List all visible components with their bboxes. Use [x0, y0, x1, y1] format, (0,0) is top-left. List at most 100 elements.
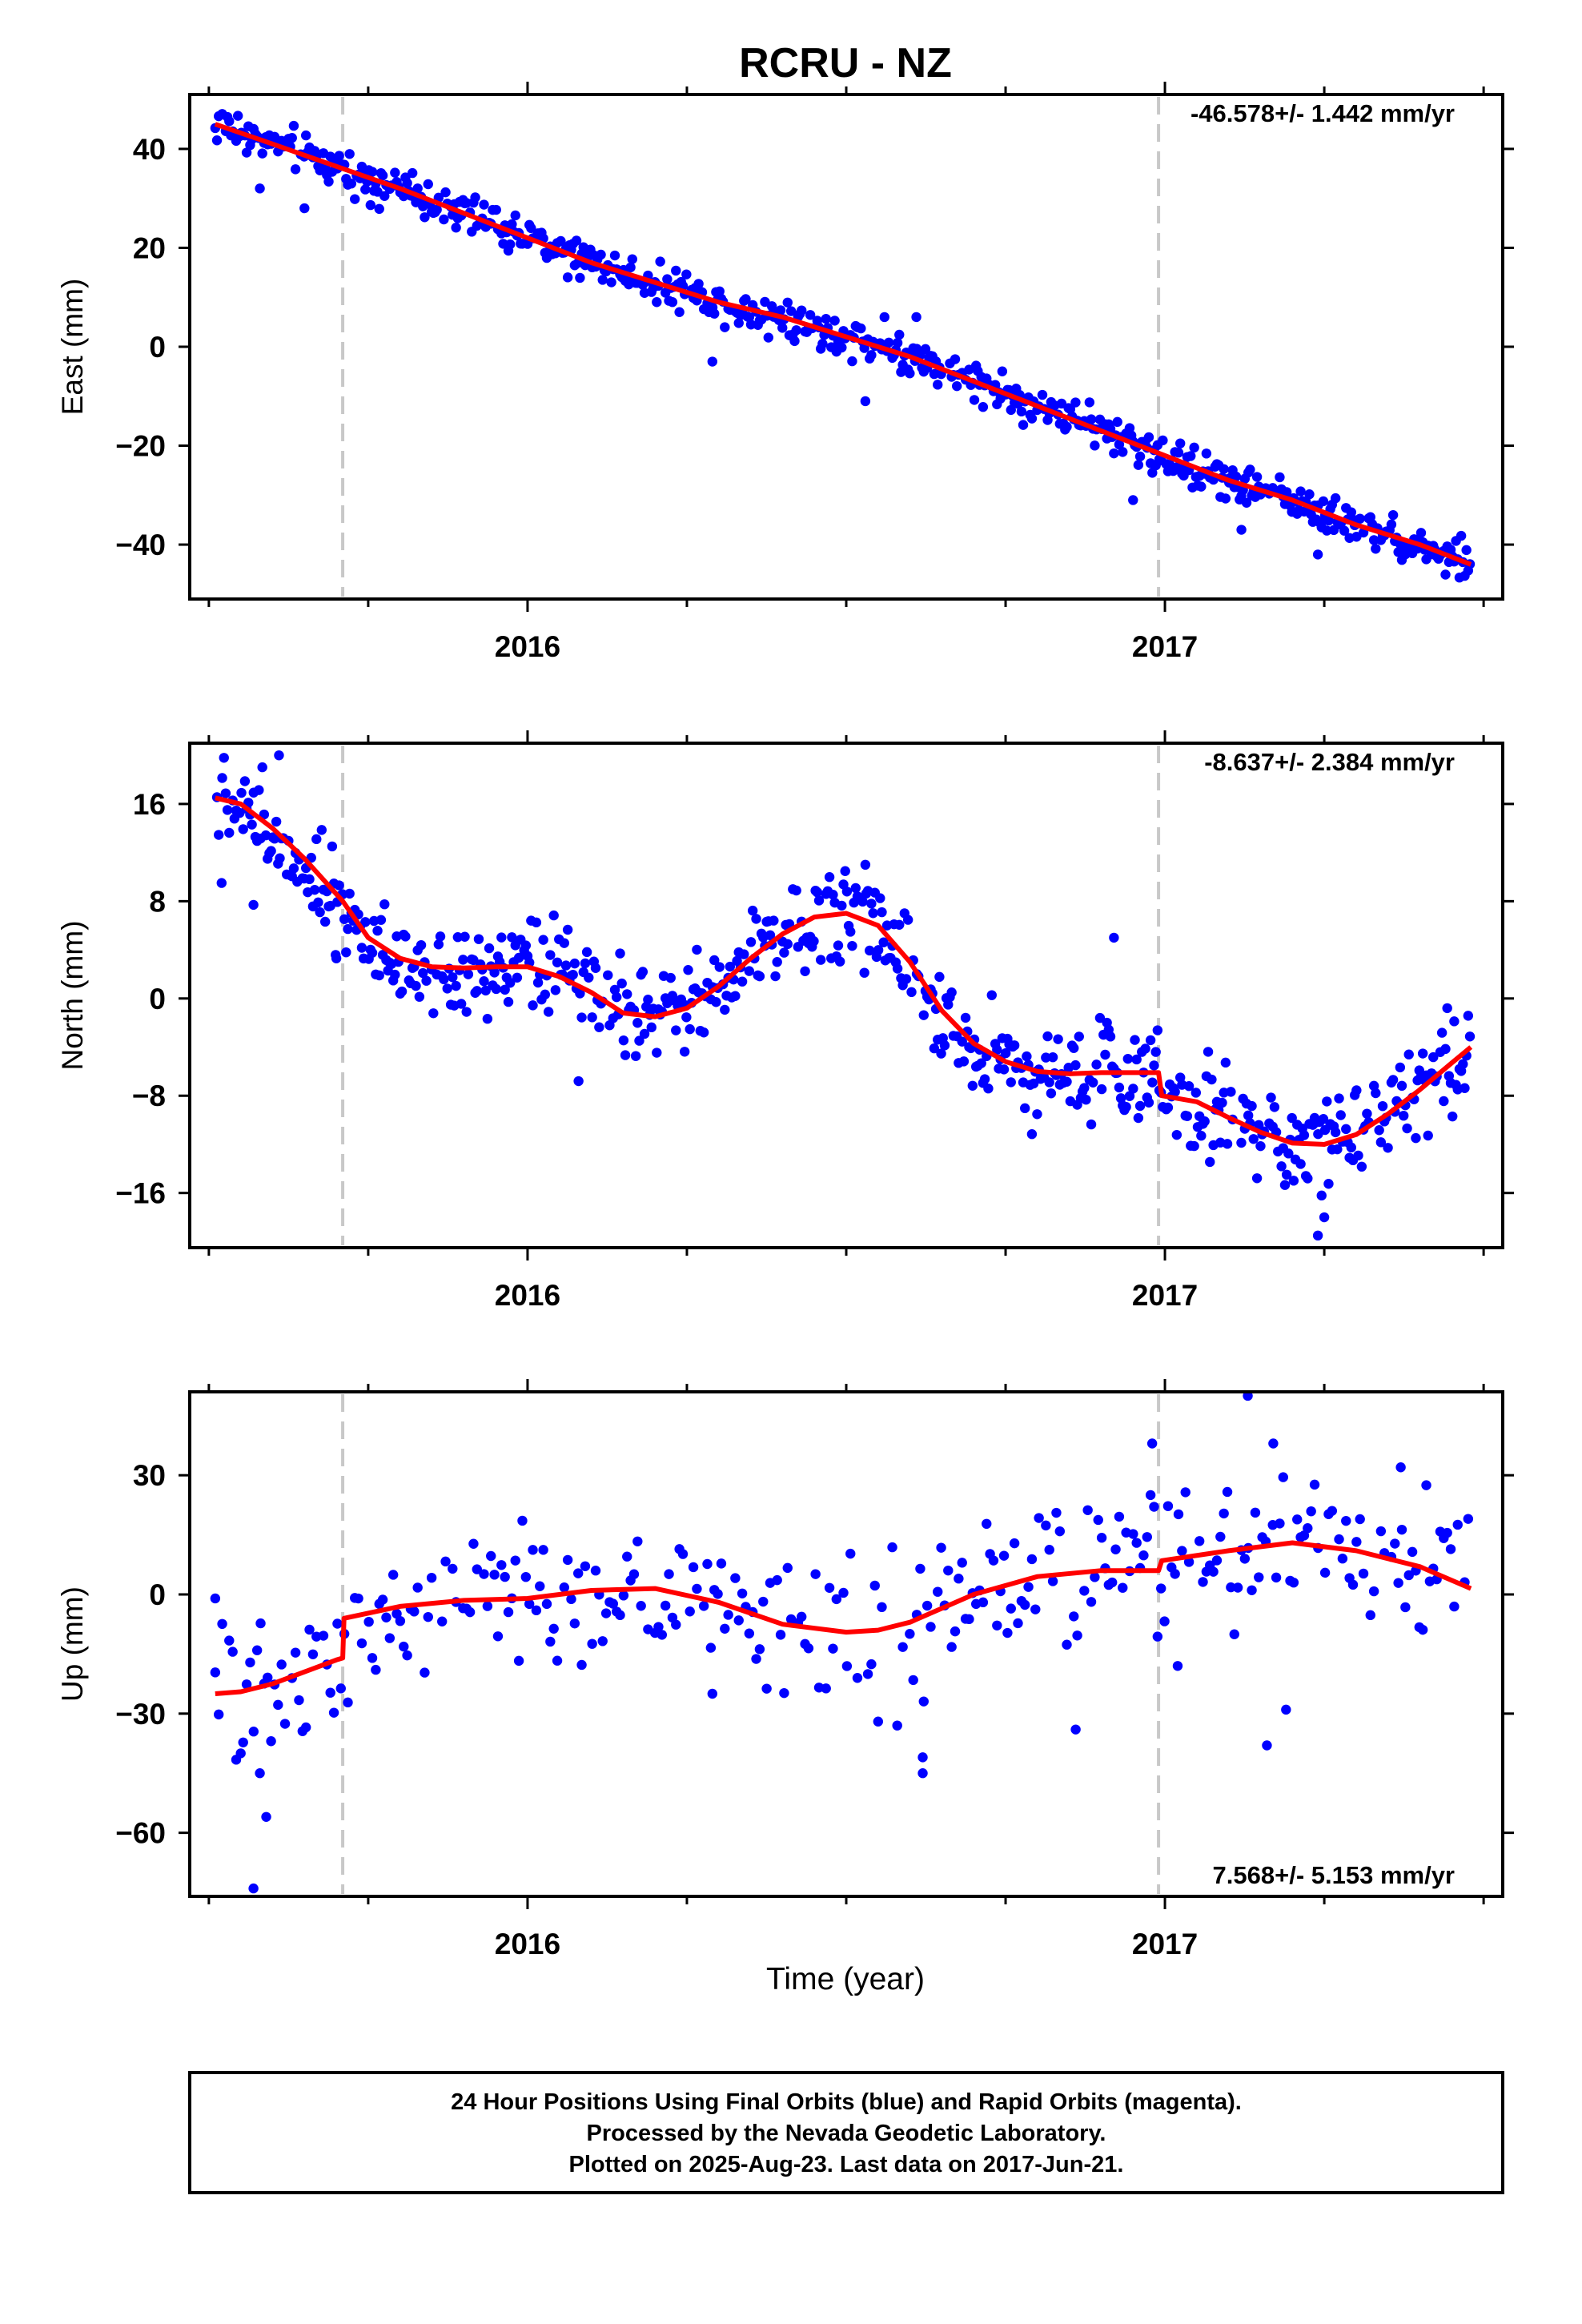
up-data-point [524, 1598, 535, 1610]
up-data-point [559, 1582, 569, 1593]
north-data-point [584, 972, 594, 983]
north-data-point [1131, 1054, 1142, 1065]
north-outlier-point [1319, 1212, 1330, 1223]
north-data-point [652, 1047, 662, 1058]
north-data-point [1062, 1076, 1072, 1087]
north-data-point [685, 1023, 695, 1035]
north-data-point [452, 932, 464, 943]
east-data-point [821, 313, 831, 324]
north-data-point [360, 917, 371, 927]
up-data-point [538, 1545, 548, 1555]
north-data-point [257, 762, 267, 773]
up-data-point [1198, 1577, 1208, 1587]
north-data-point [1122, 1053, 1134, 1064]
north-data-point [739, 949, 749, 959]
north-data-point [1247, 1100, 1257, 1112]
north-data-point [769, 915, 779, 926]
up-data-point [782, 1562, 793, 1574]
up-data-point [399, 1641, 409, 1652]
east-data-point [1318, 496, 1329, 507]
north-y-tick-label: −8 [132, 1080, 166, 1112]
north-data-point [1128, 1084, 1138, 1094]
north-data-point [1226, 1087, 1236, 1097]
north-data-point [390, 969, 400, 980]
east-y-tick-label: −20 [115, 430, 166, 463]
east-data-point [785, 306, 797, 316]
footer-line-1: 24 Hour Positions Using Final Orbits (bl… [451, 2089, 1242, 2115]
up-data-point [1128, 1529, 1138, 1539]
east-data-point [1275, 472, 1285, 483]
north-data-point [1316, 1190, 1327, 1201]
north-data-point [770, 971, 781, 982]
north-data-point [1442, 1003, 1452, 1014]
east-outlier-point [1128, 495, 1138, 505]
north-data-point [1332, 1144, 1343, 1155]
north-data-point [458, 955, 468, 965]
up-data-point [1090, 1572, 1100, 1582]
footer-line-2: Processed by the Nevada Geodetic Laborat… [587, 2121, 1106, 2146]
east-data-point [1323, 515, 1334, 526]
north-x-tick-label: 2016 [495, 1279, 560, 1312]
east-data-point [1386, 519, 1397, 530]
north-data-point [939, 1040, 950, 1051]
up-data-point [535, 1581, 545, 1591]
north-data-point [866, 899, 877, 909]
up-outlier-point [255, 1768, 265, 1779]
north-data-point [560, 960, 572, 971]
east-data-point [1251, 472, 1263, 482]
east-data-point [883, 337, 894, 348]
up-fit-line [215, 1540, 1472, 1696]
up-data-point [562, 1554, 573, 1566]
up-data-point [363, 1616, 374, 1627]
east-data-point [232, 111, 243, 121]
east-data-point [575, 272, 585, 283]
north-data-point [1140, 1043, 1150, 1054]
east-data-point [856, 323, 866, 334]
north-data-point [1346, 1142, 1356, 1153]
north-data-point [634, 1035, 644, 1046]
up-data-point [908, 1675, 918, 1686]
up-data-point [545, 1636, 556, 1647]
up-data-point [618, 1590, 629, 1601]
up-data-point [1002, 1627, 1013, 1638]
up-data-point [1341, 1515, 1351, 1526]
north-data-point [1047, 1051, 1058, 1063]
north-data-point [1353, 1150, 1363, 1161]
up-data-point [852, 1673, 863, 1683]
footer-border [188, 2071, 1504, 2194]
up-data-point [1106, 1577, 1118, 1588]
north-data-point [594, 1022, 604, 1032]
up-data-point [573, 1568, 584, 1578]
north-data-point [414, 991, 425, 1002]
up-data-point [266, 1736, 276, 1747]
north-data-point [639, 1028, 650, 1039]
north-data-point [1375, 1137, 1387, 1148]
east-data-point [596, 249, 606, 260]
up-data-point [1086, 1597, 1097, 1607]
north-data-point [637, 967, 648, 977]
east-data-point [625, 262, 636, 273]
east-data-point [609, 250, 620, 261]
north-data-point [1081, 1094, 1091, 1105]
up-data-point [936, 1542, 946, 1553]
north-data-point [1205, 1156, 1215, 1168]
east-data-point [241, 147, 252, 158]
north-data-point [1171, 1129, 1182, 1140]
up-data-point [918, 1696, 929, 1707]
north-data-point [575, 988, 585, 999]
north-data-point [1395, 1062, 1406, 1073]
north-data-point [1220, 1057, 1231, 1068]
north-data-point [957, 1036, 967, 1047]
north-data-point [630, 1051, 641, 1061]
up-data-point [304, 1624, 315, 1635]
up-data-point [758, 1596, 769, 1607]
north-data-point [1464, 1031, 1476, 1042]
north-data-point [339, 914, 350, 924]
north-data-point [1026, 1129, 1038, 1140]
north-data-point [439, 974, 449, 985]
up-data-point [1449, 1601, 1460, 1612]
north-data-point [247, 819, 257, 830]
up-data-point [1400, 1602, 1411, 1613]
up-data-point [897, 1642, 908, 1652]
east-outlier-point [299, 203, 310, 214]
